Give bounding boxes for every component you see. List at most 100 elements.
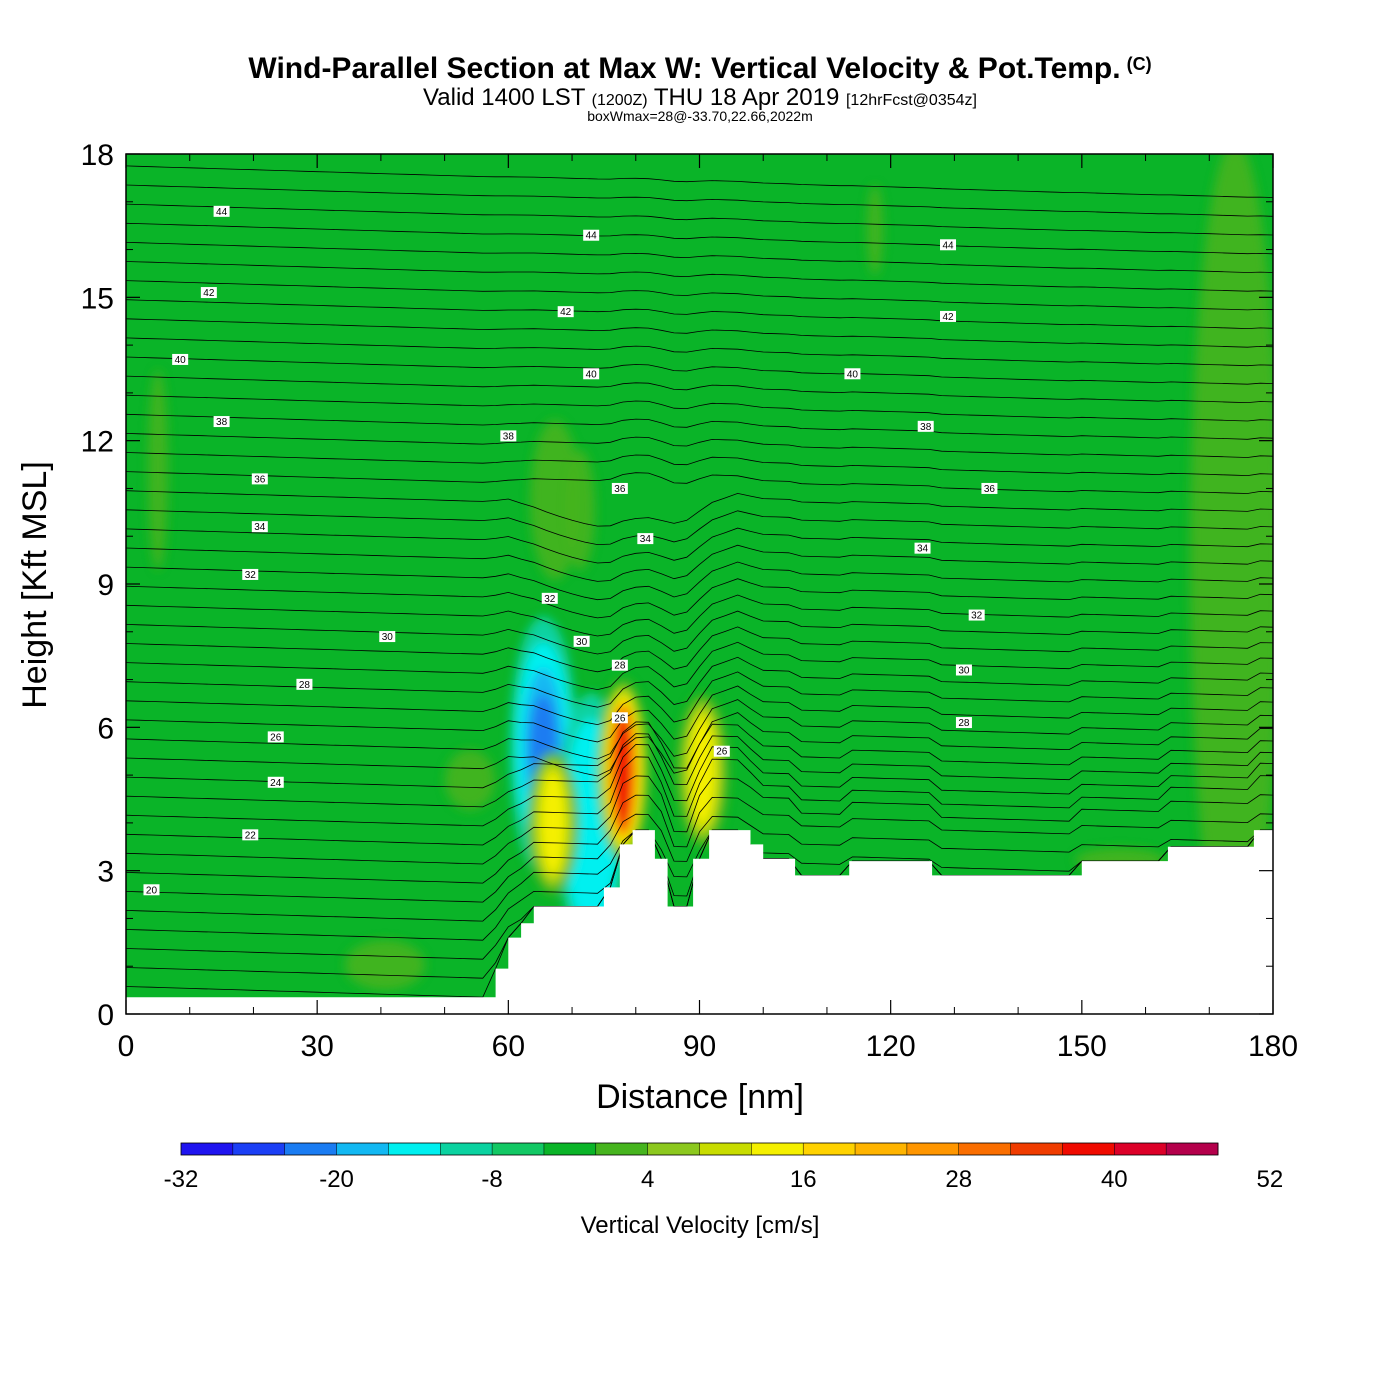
theta-label-box bbox=[917, 420, 934, 432]
theta-label-box bbox=[541, 592, 558, 604]
theta-label: 40 bbox=[583, 368, 600, 380]
theta-label-text: 30 bbox=[576, 637, 588, 648]
theta-contour bbox=[126, 490, 1273, 527]
theta-label: 30 bbox=[379, 631, 396, 643]
theta-label-box bbox=[611, 712, 628, 724]
theta-label-text: 34 bbox=[254, 522, 266, 533]
weak-updraft-area bbox=[345, 940, 425, 990]
theta-contour bbox=[126, 509, 1273, 546]
theta-label-text: 42 bbox=[203, 288, 215, 299]
theta-label-text: 26 bbox=[716, 747, 728, 758]
theta-label-box bbox=[200, 287, 217, 299]
theta-label-text: 36 bbox=[254, 474, 266, 485]
theta-label-text: 26 bbox=[614, 713, 626, 724]
colorbar-tick-label: 28 bbox=[945, 1166, 972, 1193]
chart-subtitle: Valid 1400 LST (1200Z) THU 18 Apr 2019 [… bbox=[0, 84, 1400, 112]
colorbar-swatch bbox=[336, 1143, 389, 1155]
theta-label-box bbox=[242, 568, 259, 580]
theta-label-text: 44 bbox=[586, 231, 598, 242]
colorbar-swatch bbox=[388, 1143, 441, 1155]
colorbar-swatch bbox=[595, 1143, 649, 1155]
theta-contour bbox=[126, 356, 1273, 385]
colorbar-swatch bbox=[906, 1143, 960, 1155]
theta-label: 32 bbox=[968, 609, 985, 622]
theta-label: 30 bbox=[573, 635, 590, 648]
theta-label-text: 38 bbox=[216, 417, 228, 428]
x-axis-label: Distance [nm] bbox=[596, 1078, 804, 1116]
box-info: boxWmax=28@-33.70,22.66,2022m bbox=[587, 108, 813, 124]
theta-label-box bbox=[637, 533, 654, 545]
theta-contour bbox=[126, 578, 1273, 619]
colorbar-swatch bbox=[855, 1143, 908, 1155]
theta-label: 28 bbox=[296, 678, 313, 691]
theta-contour bbox=[126, 203, 1273, 236]
theta-label-box bbox=[557, 306, 574, 318]
valid-time: Valid 1400 LST bbox=[423, 84, 585, 111]
x-tick-label: 90 bbox=[683, 1030, 716, 1063]
theta-label-box bbox=[379, 631, 396, 643]
y-tick-label: 0 bbox=[97, 999, 114, 1032]
colorbar-swatch bbox=[440, 1143, 493, 1155]
theta-contour bbox=[126, 544, 1273, 582]
theta-label: 36 bbox=[251, 473, 268, 485]
theta-label: 26 bbox=[267, 731, 284, 743]
theta-label-text: 32 bbox=[971, 611, 983, 622]
theta-label: 30 bbox=[955, 664, 972, 677]
colorbar-swatch bbox=[492, 1143, 545, 1155]
theta-label: 44 bbox=[940, 239, 957, 251]
theta-label-text: 38 bbox=[920, 422, 932, 433]
updraft-core bbox=[691, 716, 715, 824]
theta-label: 34 bbox=[251, 521, 268, 533]
theta-label-box bbox=[981, 482, 998, 494]
theta-label-box bbox=[242, 829, 259, 841]
theta-label-text: 36 bbox=[984, 484, 996, 495]
theta-contours bbox=[126, 165, 1273, 998]
weak-updraft-area bbox=[867, 185, 883, 275]
theta-label-box bbox=[267, 731, 284, 743]
colorbar-swatch bbox=[751, 1143, 804, 1155]
theta-label-text: 34 bbox=[640, 534, 652, 545]
theta-contour bbox=[126, 337, 1273, 367]
field-features bbox=[148, 154, 1273, 990]
theta-contour bbox=[126, 165, 1273, 198]
theta-contour bbox=[126, 242, 1273, 273]
theta-contour bbox=[126, 641, 1273, 691]
x-tick-label: 150 bbox=[1057, 1030, 1107, 1063]
theta-label: 42 bbox=[557, 306, 574, 318]
theta-label: 40 bbox=[844, 368, 861, 380]
colorbar: -32 -20 -8 4 16 28 40 52 bbox=[164, 1142, 1283, 1193]
theta-label-text: 24 bbox=[270, 778, 282, 789]
theta-label-text: 34 bbox=[917, 544, 929, 555]
weak-updraft-area bbox=[148, 370, 168, 570]
theta-contour bbox=[126, 756, 1273, 846]
weak-updraft-area bbox=[1190, 154, 1273, 980]
theta-contour bbox=[126, 699, 1273, 760]
theta-label-text: 28 bbox=[958, 718, 970, 729]
colorbar-swatch bbox=[1114, 1143, 1167, 1155]
theta-label-box bbox=[955, 664, 972, 676]
colorbar-swatch bbox=[958, 1143, 1012, 1155]
x-tick-label: 120 bbox=[866, 1030, 916, 1063]
x-tick-label: 0 bbox=[118, 1030, 135, 1063]
theta-label-text: 22 bbox=[245, 830, 257, 841]
chart-title: Wind-Parallel Section at Max W: Vertical… bbox=[248, 52, 1152, 85]
theta-contour bbox=[126, 594, 1273, 637]
theta-label-text: 30 bbox=[382, 632, 394, 643]
theta-label: 28 bbox=[611, 659, 628, 672]
theta-contour bbox=[126, 527, 1273, 564]
utc-time: (1200Z) bbox=[591, 92, 648, 109]
theta-label-box bbox=[611, 482, 628, 494]
theta-label: 28 bbox=[955, 717, 972, 729]
theta-label-box bbox=[583, 368, 600, 380]
colorbar-label: Vertical Velocity [cm/s] bbox=[581, 1212, 820, 1239]
valid-date: THU 18 Apr 2019 bbox=[653, 84, 840, 111]
theta-label: 38 bbox=[500, 430, 517, 442]
theta-label: 34 bbox=[914, 542, 931, 555]
theta-contour bbox=[126, 794, 1273, 884]
colorbar-tick-label: 40 bbox=[1101, 1166, 1128, 1193]
theta-label-box bbox=[213, 205, 230, 217]
colorbar-swatch bbox=[284, 1143, 338, 1155]
y-tick-label: 3 bbox=[97, 856, 114, 889]
